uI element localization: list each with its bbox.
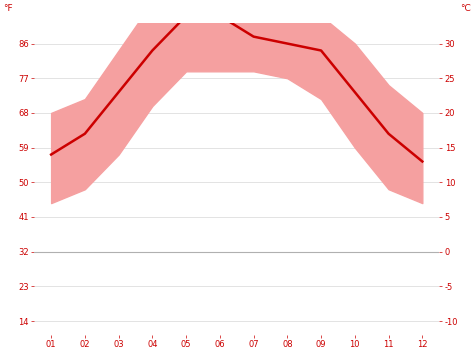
Text: °F: °F [3, 4, 13, 13]
Text: °C: °C [460, 4, 471, 13]
